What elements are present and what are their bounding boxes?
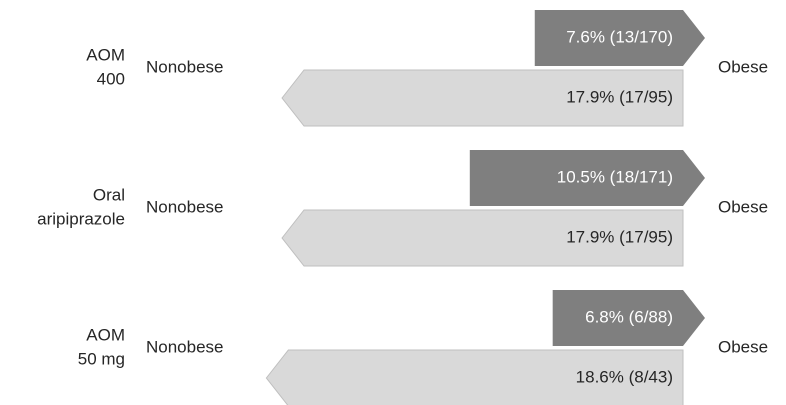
arrow [552,290,705,346]
category-label: AOM [86,45,125,64]
arrow [265,349,684,405]
left-label: Nonobese [146,197,224,216]
value-label: 17.9% (17/95) [566,87,673,106]
value-label: 6.8% (6/88) [585,307,673,326]
right-label: Obese [718,197,768,216]
value-label: 10.5% (18/171) [557,167,673,186]
value-label: 7.6% (13/170) [566,27,673,46]
arrow [281,209,684,267]
right-label: Obese [718,337,768,356]
category-label: AOM [86,325,125,344]
left-label: Nonobese [146,57,224,76]
arrow [281,69,684,127]
category-label: 50 mg [78,349,125,368]
right-label: Obese [718,57,768,76]
value-label: 17.9% (17/95) [566,227,673,246]
category-label: Oral [93,185,125,204]
left-label: Nonobese [146,337,224,356]
arrow [534,10,705,66]
category-label: aripiprazole [37,209,125,228]
value-label: 18.6% (8/43) [576,367,673,386]
arrow [469,150,705,206]
category-label: 400 [97,69,125,88]
